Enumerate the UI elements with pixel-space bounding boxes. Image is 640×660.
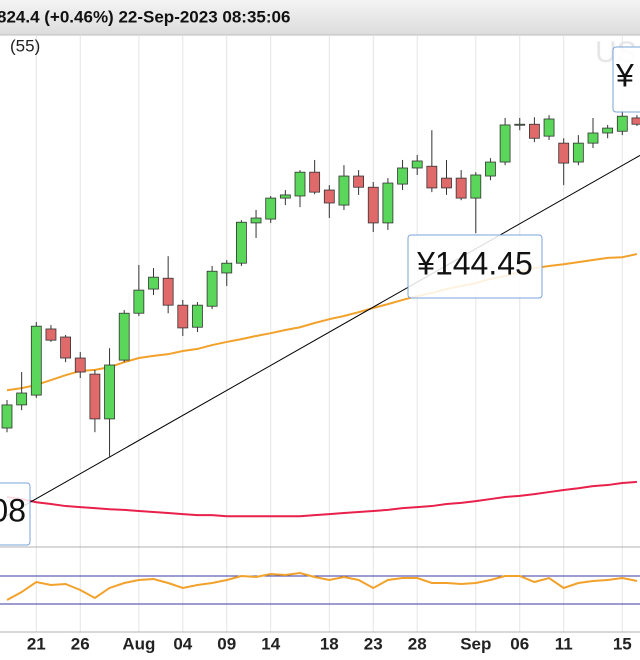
candle-body xyxy=(309,171,321,193)
candle-body xyxy=(133,289,145,314)
candle-body xyxy=(323,189,335,204)
candle-body xyxy=(587,132,599,144)
oscillator-line xyxy=(6,571,638,601)
x-axis: 21 26 Aug 04 09 14 18 23 28 Sep 06 11 15 xyxy=(27,634,632,653)
header-bar xyxy=(0,0,640,35)
label-box xyxy=(407,234,543,299)
oscillator xyxy=(0,571,640,605)
price-label: 08 xyxy=(0,492,26,528)
x-tick-label: 23 xyxy=(364,634,383,653)
candle-body xyxy=(162,277,174,306)
price-labels: ¥144.45 08 ¥ xyxy=(0,46,640,546)
x-tick-label: 04 xyxy=(173,634,192,653)
candle-body xyxy=(485,161,496,177)
candle-body xyxy=(558,142,570,164)
x-tick-label: 11 xyxy=(555,634,573,653)
candle-body xyxy=(616,115,628,132)
label-box xyxy=(0,482,31,546)
x-tick-label: 14 xyxy=(261,634,280,653)
candle-body xyxy=(382,182,394,224)
candle-body xyxy=(353,175,365,188)
candle-body xyxy=(1,404,13,429)
candles xyxy=(1,110,640,458)
candle-body xyxy=(455,177,467,199)
x-tick-label: 06 xyxy=(510,634,529,653)
candle-body xyxy=(206,270,218,307)
candle-body xyxy=(294,171,306,197)
candle-body xyxy=(279,194,291,199)
x-tick-label: Sep xyxy=(460,634,491,653)
candle-body xyxy=(499,124,511,163)
candle-body xyxy=(118,312,130,361)
candle-body xyxy=(265,197,277,220)
candle-body xyxy=(426,165,438,189)
candle-body xyxy=(89,373,101,420)
candle-body xyxy=(470,174,482,199)
candle-body xyxy=(104,364,115,420)
candle-body xyxy=(60,336,71,359)
chart-title: 824.4 (+0.46%) 22-Sep-2023 08:35:06 xyxy=(0,7,290,26)
grid xyxy=(35,35,623,632)
candle-body xyxy=(338,175,350,206)
candle-body xyxy=(529,123,540,139)
candle-body xyxy=(16,392,28,406)
candle-body xyxy=(74,357,86,373)
x-tick-label: 18 xyxy=(320,634,339,653)
candle-body xyxy=(602,127,614,134)
candle-body xyxy=(411,160,423,169)
candle-body xyxy=(397,167,408,185)
trendline xyxy=(0,154,640,520)
x-tick-label: 09 xyxy=(217,634,236,653)
x-tick-label: 28 xyxy=(408,634,427,653)
candle-body xyxy=(235,221,247,264)
x-tick-label: 15 xyxy=(613,634,632,653)
candle-body xyxy=(631,117,640,125)
price-label: ¥144.45 xyxy=(416,245,533,281)
label-box xyxy=(612,46,640,113)
subtitle: (55) xyxy=(10,36,40,55)
candle-body xyxy=(572,142,584,163)
candle-body xyxy=(192,304,203,328)
candle-body xyxy=(250,217,262,224)
x-tick-label: Aug xyxy=(122,634,155,653)
moving-average xyxy=(6,480,638,518)
candle-body xyxy=(543,118,555,137)
candle-body xyxy=(30,325,42,396)
x-tick-label: 26 xyxy=(71,634,90,653)
candle-body xyxy=(45,328,57,341)
candle-body xyxy=(148,276,159,290)
candle-body xyxy=(514,123,526,126)
candle-body xyxy=(441,177,452,189)
candle-body xyxy=(177,304,189,329)
price-label: ¥ xyxy=(615,57,634,93)
x-tick-label: 21 xyxy=(27,634,46,653)
candle-body xyxy=(221,262,233,274)
candle-body xyxy=(367,186,379,224)
